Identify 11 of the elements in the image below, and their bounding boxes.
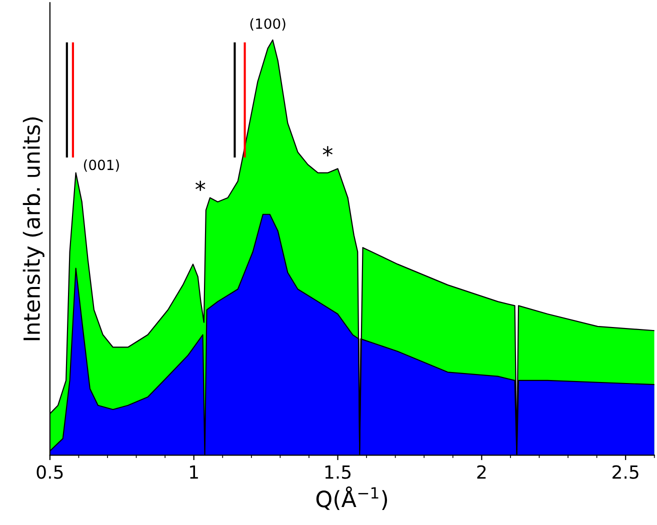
annotation: (100): [250, 18, 286, 31]
x-tick-label: 1: [190, 465, 198, 479]
annotation: *: [195, 180, 206, 191]
x-tick-label: 2: [477, 465, 486, 479]
annotation: (001): [84, 159, 119, 172]
x-tick-label: 0.5: [36, 465, 63, 479]
x-tick-label: 2.5: [612, 465, 638, 479]
y-axis-title: Intensity (arb. units): [22, 117, 44, 340]
annotation: *: [322, 146, 333, 156]
x-tick-label: 1.5: [325, 465, 351, 479]
x-axis-title: Q(Å$^{−1}$): [316, 486, 388, 510]
